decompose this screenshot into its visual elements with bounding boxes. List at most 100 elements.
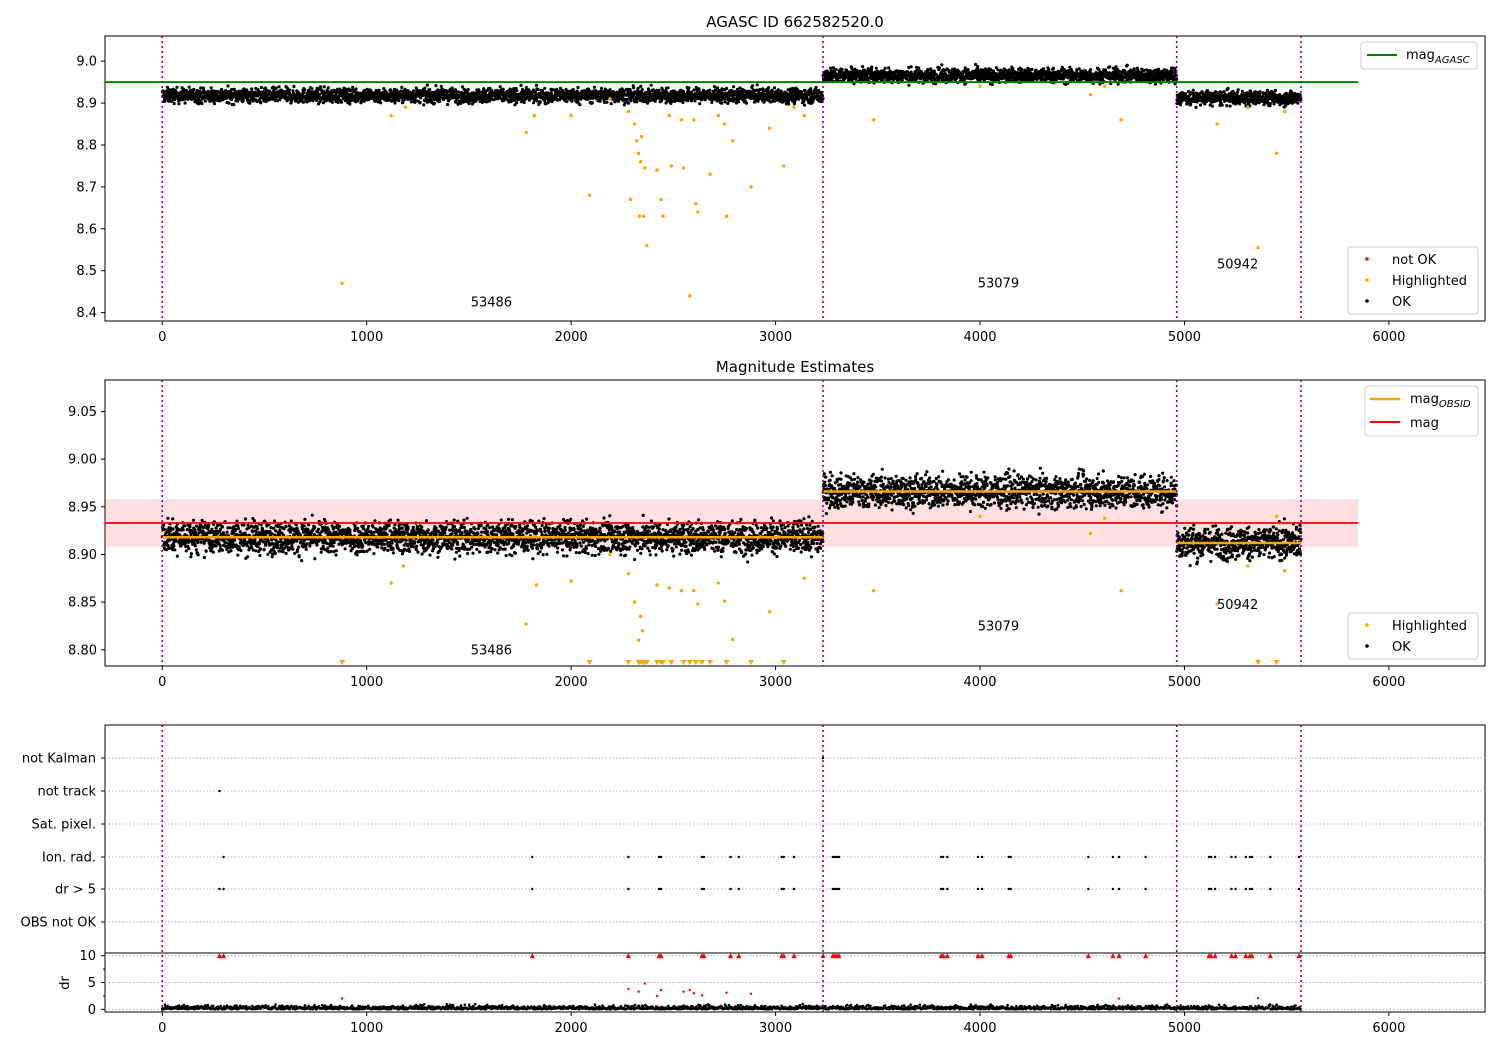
p1-ok-point (167, 87, 171, 91)
p1-ok-point (456, 90, 461, 94)
p1-ok-point (1226, 86, 1230, 90)
p1-ok-point (1225, 104, 1229, 108)
p1-ok-point (338, 87, 342, 91)
p1-ok-point (339, 100, 344, 104)
p1-ok-point (692, 88, 696, 92)
p1-ok-point (803, 88, 807, 92)
p1-ok-point (291, 89, 295, 93)
p1-ok-point (996, 68, 1000, 72)
p1-ok-point (578, 103, 582, 107)
p1-ok-point (393, 101, 397, 105)
p1-ok-point (172, 101, 176, 106)
p1-ok-point (1258, 90, 1262, 94)
p1-ok-point (199, 86, 203, 90)
p1-ok-point (208, 99, 212, 103)
p1-ok-point (649, 83, 653, 87)
p1-ok-point (953, 67, 957, 71)
p1-ok-point (536, 87, 540, 92)
p1-ok-point (1268, 102, 1272, 106)
p1-ok-point (1175, 77, 1179, 81)
p1-ok-point (937, 66, 942, 70)
p1-ok-point (433, 101, 437, 105)
p1-ok-point (636, 86, 640, 90)
p1-ok-point (814, 85, 818, 89)
p1-ok-point (301, 100, 305, 104)
p1-ok-point (187, 85, 191, 89)
p1-ok-point (635, 100, 639, 104)
p1-ok-point (296, 100, 300, 104)
p1-ok-point (534, 83, 539, 87)
p1-ok-point (1220, 103, 1224, 107)
p1-ok-point (515, 101, 519, 105)
p1-ok-point (363, 88, 367, 92)
p1-ok-point (710, 100, 714, 104)
p1-ok-point (277, 85, 281, 89)
p1-ok-point (466, 88, 470, 92)
p1-ok-point (989, 68, 993, 72)
p1-ok-point (976, 65, 980, 69)
p1-ok-point (887, 66, 891, 70)
p1-ok-point (400, 85, 404, 89)
p1-ok-point (990, 82, 994, 86)
p1-ok-point (629, 99, 633, 103)
p1-ok-point (241, 98, 245, 102)
p1-ok-point (322, 85, 326, 89)
p1-ok-point (450, 86, 454, 90)
p1-ok-point (909, 65, 913, 69)
p1-ok-point (321, 97, 325, 101)
panel-agasc: AGASC ID 662582520.0 0 1000 2000 3000 4000 50… (76, 13, 1486, 345)
p1-ok-point (744, 101, 749, 105)
p1-ok-point (351, 85, 355, 89)
p1-ok-point (791, 86, 795, 90)
p1-ok-point (474, 98, 479, 102)
p1-ok-point (183, 101, 187, 105)
p1-ok-point (732, 85, 736, 89)
p1-ok-point (966, 68, 970, 72)
p1-ok-point (348, 102, 352, 106)
p1-ok-point (501, 87, 505, 91)
p1-ok-point (1249, 89, 1253, 94)
p1-ok-point (373, 99, 377, 103)
p1-ok-point (259, 101, 263, 105)
p1-ok-point (302, 90, 306, 94)
p1-ok-point (259, 85, 263, 90)
p1-ok-point (1198, 103, 1203, 107)
p1-ok-point (594, 89, 598, 93)
p1-ok-point (418, 100, 422, 105)
p1-ok-point (1011, 67, 1015, 71)
p1-ok-point (963, 66, 967, 70)
p1-ok-point (438, 99, 442, 103)
p1-ok-point (755, 83, 759, 87)
p1-ok-points (160, 62, 1303, 109)
p1-ok-point (751, 84, 755, 88)
p1-ok-point (423, 86, 427, 90)
p1-ok-point (377, 88, 381, 92)
p1-ok-point (229, 97, 234, 102)
p1-ok-point (198, 94, 202, 99)
p1-ok-point (708, 88, 712, 92)
p1-ok-point (345, 89, 349, 94)
panel-1-marks (105, 36, 1359, 321)
p1-ok-point (498, 85, 502, 89)
p1-ok-point (524, 86, 529, 90)
p1-ok-point (737, 100, 741, 104)
p1-ok-point (712, 85, 717, 89)
p1-ok-point (250, 87, 254, 91)
p1-ok-point (1184, 92, 1188, 96)
p1-ok-point (200, 101, 204, 106)
p1-ok-point (565, 99, 569, 104)
p1-ok-point (576, 85, 580, 90)
p1-ok-point (605, 100, 609, 104)
p1-ok-point (425, 83, 429, 87)
p1-ok-point (687, 86, 691, 90)
p1-ok-point (318, 92, 322, 96)
p1-ok-point (265, 89, 269, 93)
p1-ok-point (203, 99, 207, 103)
p1-ok-point (802, 103, 807, 107)
p1-ok-point (770, 89, 774, 93)
p1-ok-point (831, 66, 836, 70)
p1-ok-point (640, 88, 644, 92)
p1-ok-point (850, 67, 854, 71)
p1-ok-point (1289, 90, 1294, 94)
